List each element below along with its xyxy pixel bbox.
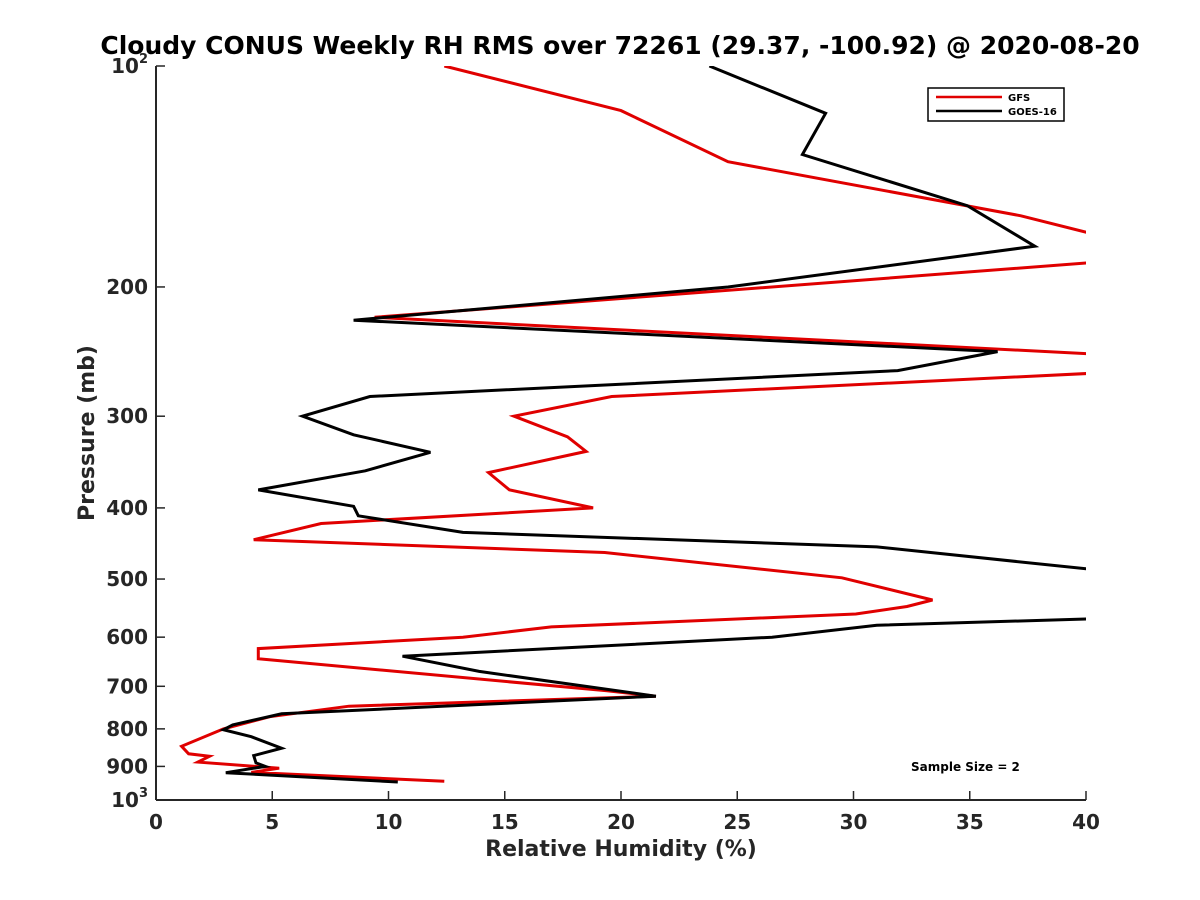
y-tick-label: 300: [106, 404, 148, 428]
y-tick-label: 103: [111, 786, 148, 812]
x-ticks: 0 5 10 15 20 25 30 35 40: [149, 791, 1100, 834]
x-tick-label: 40: [1072, 810, 1100, 834]
y-tick-label: 900: [106, 754, 148, 778]
x-axis-label: Relative Humidity (%): [485, 837, 757, 862]
series-line-goes-16: [219, 66, 1086, 784]
y-tick-base: 10: [111, 54, 139, 78]
y-tick-label: 500: [106, 567, 148, 591]
legend-label-gfs: GFS: [1008, 93, 1030, 104]
legend: GFS GOES-16: [927, 87, 1065, 122]
plot-area: 0 5 10 15 20 25 30 35 40 10220030040050060070080…: [106, 52, 1100, 834]
y-tick-label: 400: [106, 496, 148, 520]
y-axis-label: Pressure (mb): [75, 345, 100, 521]
x-tick-label: 5: [265, 810, 279, 834]
y-tick-label: 102: [111, 52, 148, 78]
series-line-gfs: [179, 66, 1086, 783]
x-tick-label: 35: [956, 810, 984, 834]
x-tick-label: 20: [607, 810, 635, 834]
y-tick-base: 10: [111, 788, 139, 812]
y-tick-label: 800: [106, 717, 148, 741]
y-tick-label: 700: [106, 674, 148, 698]
y-tick-label: 600: [106, 625, 148, 649]
y-tick-exponent: 2: [139, 52, 148, 67]
legend-label-goes-16: GOES-16: [1008, 107, 1057, 118]
series-layer: [179, 66, 1086, 784]
x-tick-label: 30: [840, 810, 868, 834]
x-tick-label: 15: [491, 810, 519, 834]
x-tick-label: 0: [149, 810, 163, 834]
y-tick-label: 200: [106, 275, 148, 299]
x-tick-label: 25: [723, 810, 751, 834]
y-tick-exponent: 3: [139, 786, 148, 801]
sample-size-annotation: Sample Size = 2: [911, 760, 1020, 774]
chart-title: Cloudy CONUS Weekly RH RMS over 72261 (2…: [100, 31, 1139, 60]
legend-box: [927, 87, 1065, 122]
x-tick-label: 10: [375, 810, 403, 834]
